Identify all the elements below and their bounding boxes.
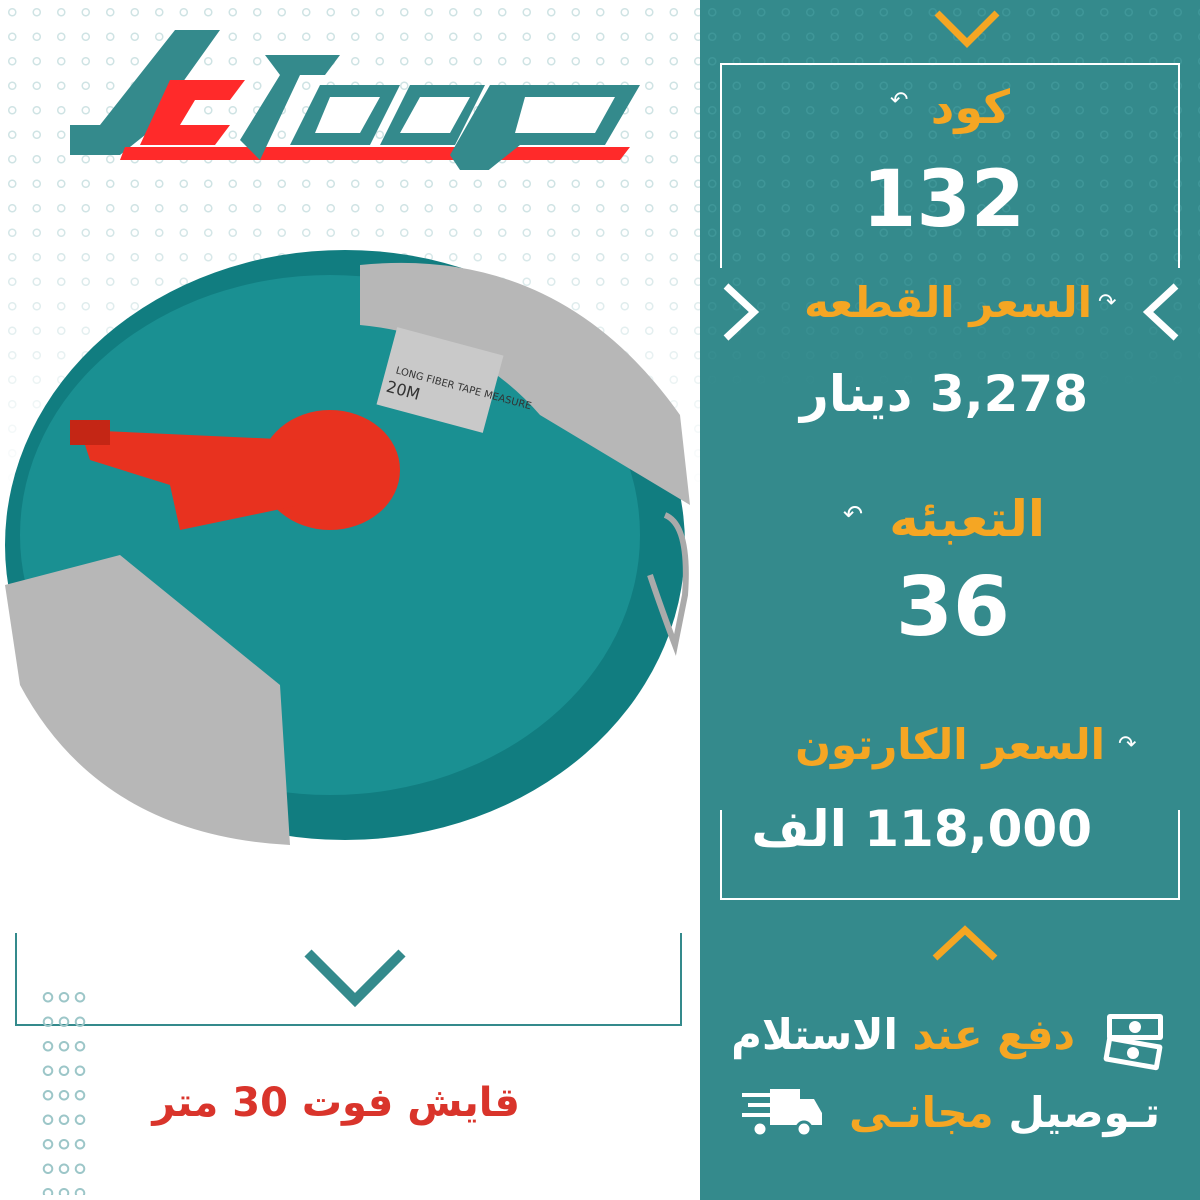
truck-icon: [742, 1089, 822, 1138]
brand-logo: [70, 30, 640, 170]
swirl-arrow-icon: ↷: [1098, 290, 1117, 315]
swirl-arrow-icon: ↶: [890, 88, 909, 113]
cod-highlight: دفع عند: [912, 1010, 1075, 1059]
chevron-down-icon: [304, 949, 406, 1008]
carton-price-label: السعر الكارتون: [795, 720, 1105, 769]
packing-label: التعبئه: [889, 490, 1045, 548]
chevron-up-icon: [932, 925, 998, 961]
cod-rest: الاستلام: [731, 1010, 898, 1059]
chevron-right-icon[interactable]: [1138, 280, 1183, 345]
unit-price-label: السعر القطعه: [804, 278, 1092, 327]
money-icon: [1103, 1014, 1163, 1071]
packing-value: 36: [895, 560, 1010, 655]
info-panel: كود ↶ 132 السعر القطعه ↷ 3,278 دينار الت…: [700, 0, 1200, 1200]
swirl-arrow-icon: ↶: [843, 500, 864, 528]
swirl-arrow-icon: ↷: [1118, 732, 1137, 757]
code-value: 132: [862, 155, 1025, 245]
carton-price-value: 118,000 الف: [751, 800, 1092, 858]
delivery-rest: تـوصيل: [1008, 1088, 1160, 1137]
dot-pattern: [40, 985, 90, 1195]
code-label: كود: [930, 80, 1010, 134]
chevron-left-icon[interactable]: [718, 280, 763, 345]
product-image: LONG FIBER TAPE MEASURE 20M: [5, 250, 690, 845]
free-delivery-text: تـوصيل مجانـى: [849, 1088, 1160, 1137]
product-name: قايش فوت 30 متر: [152, 1080, 520, 1126]
unit-price-value: 3,278 دينار: [800, 365, 1088, 423]
delivery-highlight: مجانـى: [849, 1088, 994, 1137]
chevron-down-icon: [934, 10, 1000, 48]
cash-on-delivery-text: دفع عند الاستلام: [731, 1010, 1075, 1059]
